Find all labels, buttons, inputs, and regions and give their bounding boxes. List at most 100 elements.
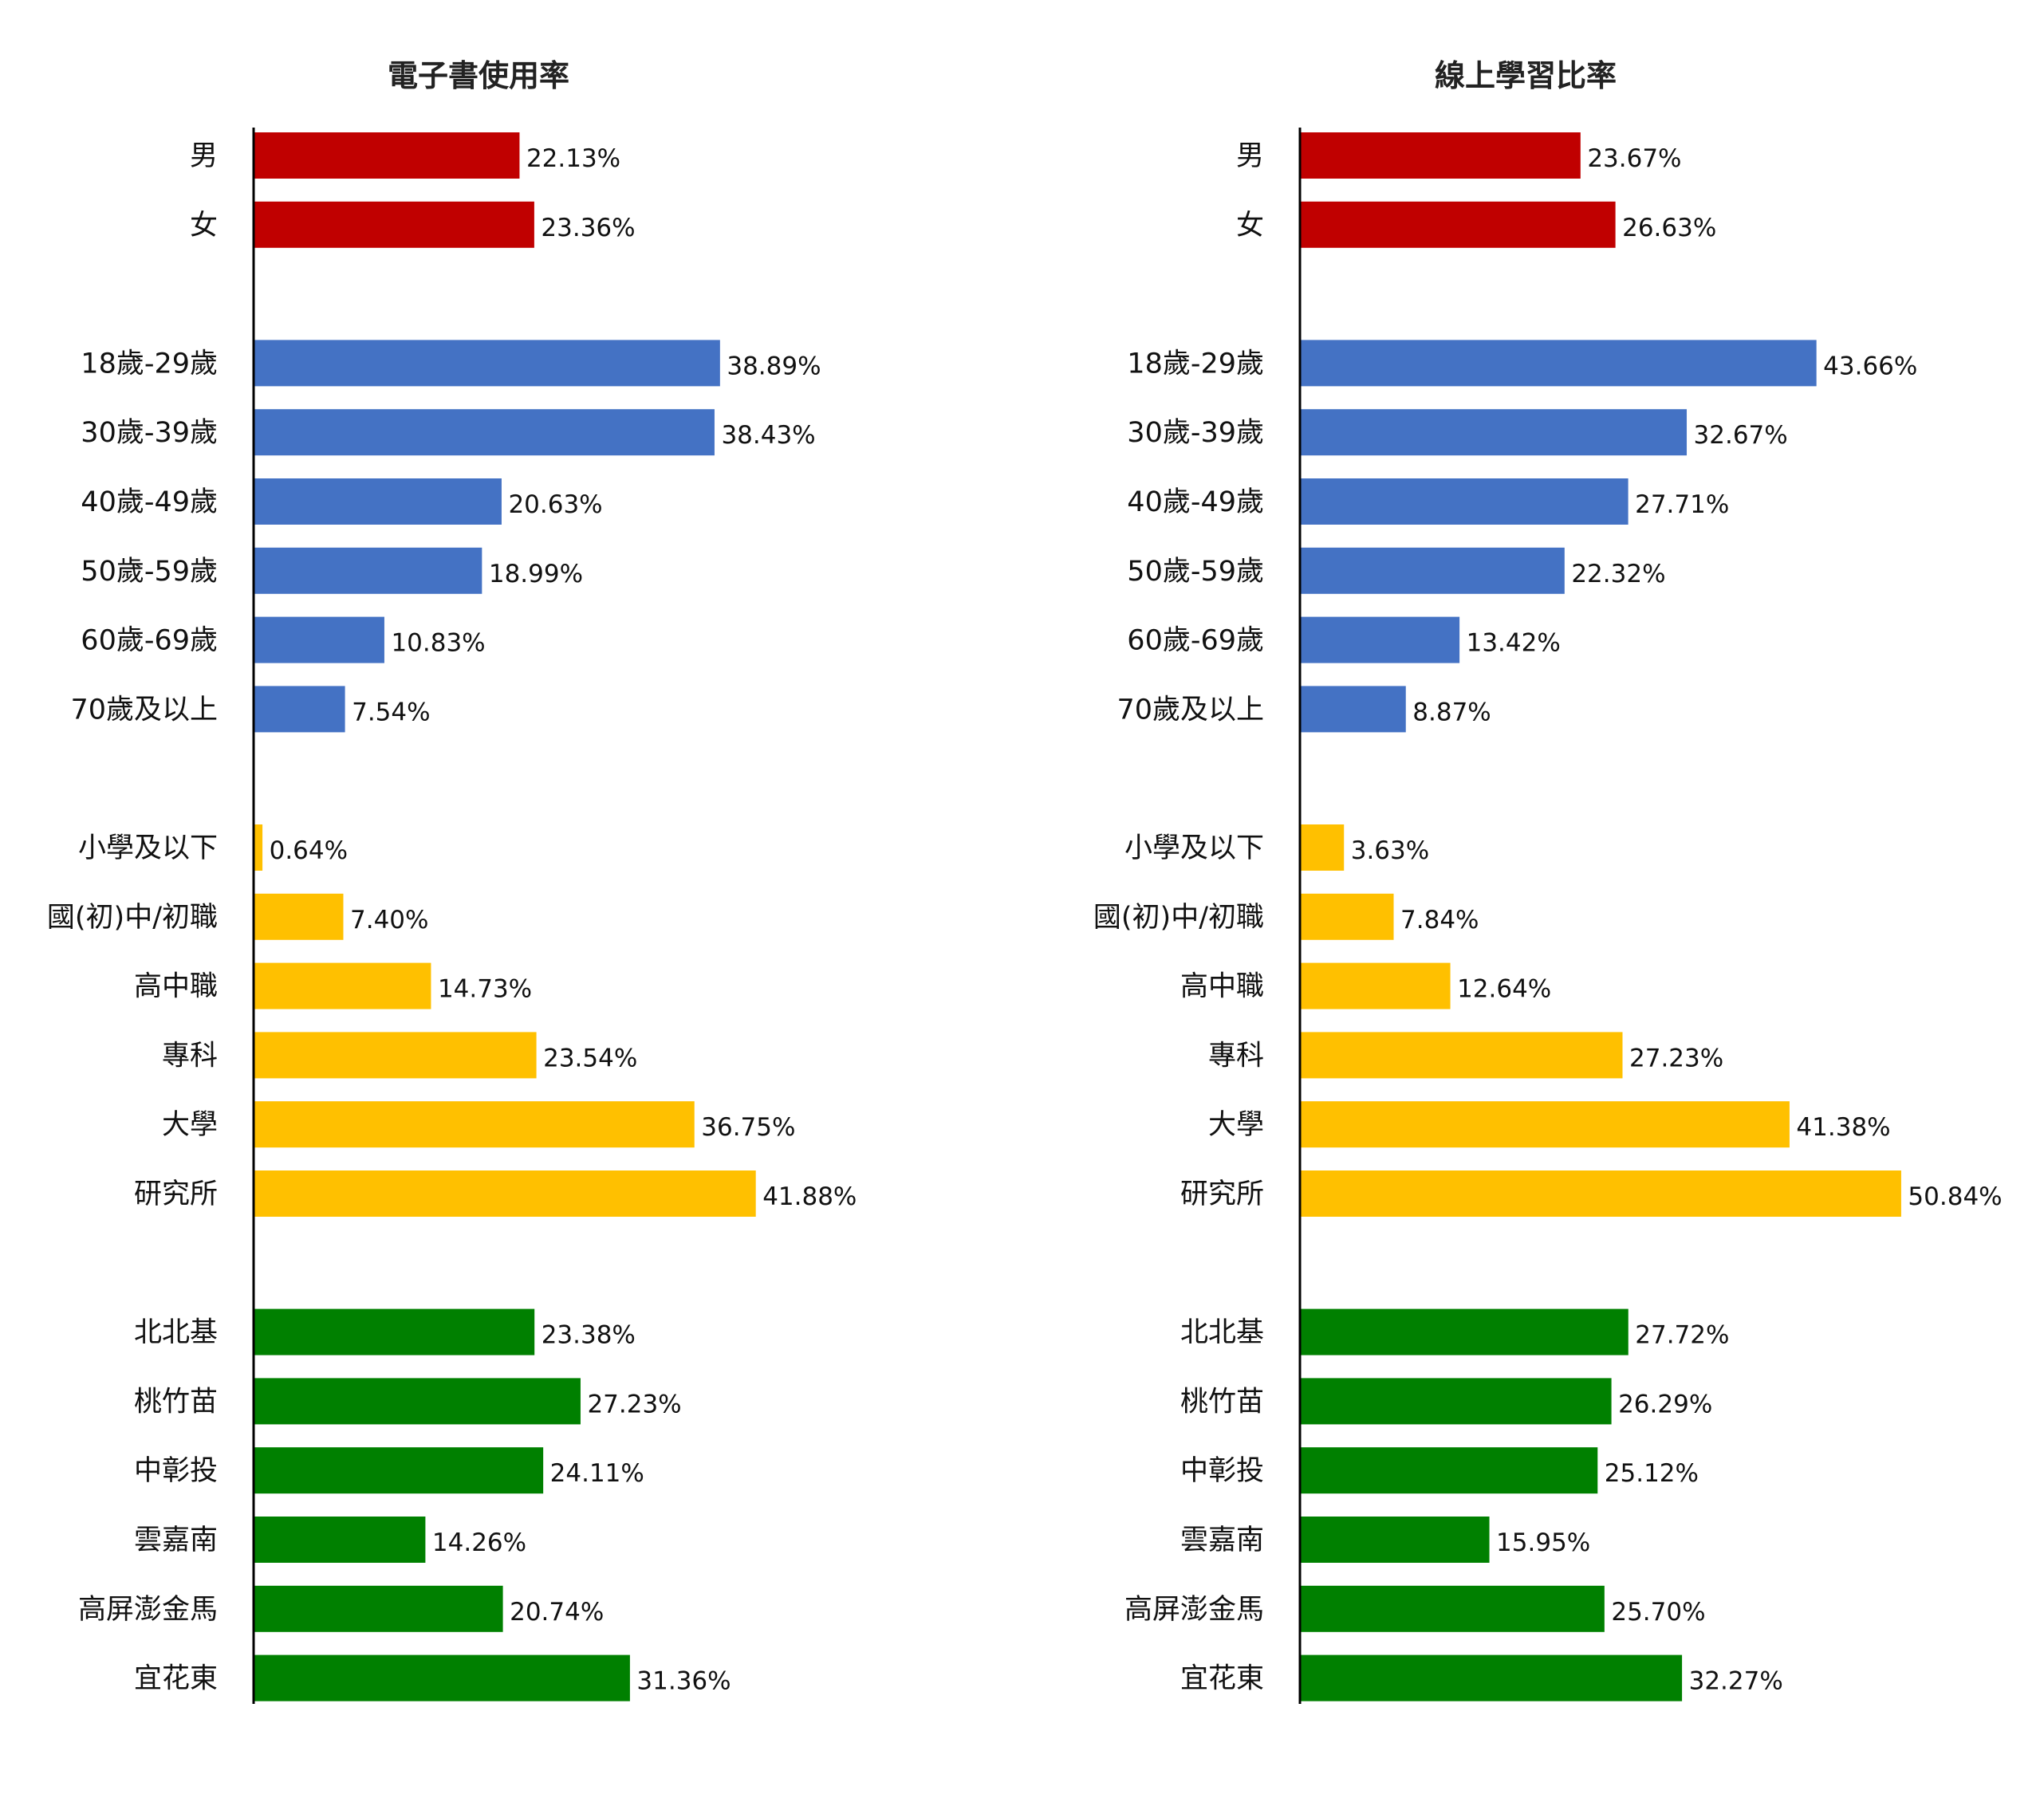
value-label: 23.36%	[541, 214, 635, 242]
category-label: 宜花東	[1180, 1663, 1264, 1695]
category-label: 專科	[162, 1040, 218, 1072]
value-label: 26.29%	[1618, 1390, 1712, 1418]
category-label: 30歲-39歲	[81, 417, 218, 449]
bar	[1301, 1170, 1901, 1217]
value-label: 7.54%	[352, 698, 430, 726]
bar	[1301, 824, 1345, 871]
value-label: 20.63%	[508, 490, 602, 519]
category-label: 中彰投	[134, 1455, 218, 1487]
category-label: 女	[190, 210, 218, 242]
value-label: 41.88%	[762, 1182, 857, 1211]
bar	[1301, 1654, 1683, 1702]
bar	[1301, 340, 1817, 387]
chart-panel-ebook: 電子書使用率 男 22.13% 女 23.36% 18歲-29歲 38.89% 30歲-39…	[47, 58, 857, 1704]
bar	[1301, 409, 1688, 456]
bar	[1301, 616, 1460, 663]
bar	[254, 686, 345, 733]
bar	[254, 132, 520, 179]
category-label: 70歲及以上	[70, 694, 218, 726]
value-label: 0.64%	[270, 836, 348, 865]
bar	[254, 1170, 756, 1217]
bar	[254, 616, 384, 663]
value-label: 14.26%	[432, 1528, 526, 1557]
value-label: 31.36%	[636, 1667, 731, 1696]
category-label: 高中職	[1180, 971, 1264, 1003]
bar	[1301, 1585, 1605, 1632]
value-label: 10.83%	[391, 629, 485, 658]
value-label: 36.75%	[701, 1113, 795, 1142]
category-label: 北北基	[1180, 1317, 1264, 1349]
bar	[1301, 132, 1581, 179]
value-label: 27.23%	[587, 1390, 681, 1418]
value-label: 43.66%	[1823, 352, 1917, 380]
value-label: 50.84%	[1908, 1182, 2002, 1211]
category-label: 18歲-29歲	[1127, 348, 1264, 380]
bar	[254, 340, 720, 387]
category-label: 中彰投	[1180, 1455, 1264, 1487]
value-label: 22.13%	[526, 144, 620, 173]
category-label: 小學及以下	[78, 832, 218, 864]
bar	[254, 478, 502, 525]
value-label: 14.73%	[438, 975, 532, 1004]
value-label: 23.54%	[543, 1044, 637, 1072]
bar	[254, 1585, 503, 1632]
bar	[254, 1308, 535, 1355]
category-label: 國(初)中/初職	[47, 902, 218, 934]
value-label: 25.70%	[1611, 1598, 1705, 1627]
value-label: 20.74%	[510, 1598, 604, 1627]
value-label: 23.67%	[1587, 144, 1681, 173]
bar	[1301, 1517, 1490, 1563]
category-label: 大學	[162, 1109, 218, 1141]
bar	[254, 1101, 695, 1148]
category-label: 研究所	[1180, 1178, 1264, 1210]
bar	[254, 1032, 537, 1079]
bar	[254, 547, 482, 594]
category-label: 國(初)中/初職	[1093, 902, 1264, 934]
value-label: 38.89%	[727, 352, 821, 380]
value-label: 13.42%	[1467, 629, 1561, 658]
category-label: 60歲-69歲	[1127, 625, 1264, 657]
value-label: 26.63%	[1622, 214, 1716, 242]
category-label: 桃竹苗	[134, 1386, 218, 1418]
bar	[254, 1654, 630, 1702]
category-label: 50歲-59歲	[1127, 556, 1264, 588]
category-label: 桃竹苗	[1180, 1386, 1264, 1418]
category-label: 60歲-69歲	[81, 625, 218, 657]
value-label: 27.72%	[1635, 1321, 1729, 1350]
category-label: 研究所	[134, 1178, 218, 1210]
value-label: 38.43%	[721, 421, 815, 450]
category-label: 高中職	[134, 971, 218, 1003]
value-label: 12.64%	[1457, 975, 1551, 1004]
value-label: 22.32%	[1571, 560, 1665, 588]
value-label: 32.67%	[1694, 421, 1788, 450]
category-label: 雲嘉南	[1180, 1525, 1264, 1556]
category-label: 專科	[1208, 1040, 1264, 1072]
bar	[254, 824, 263, 871]
bar	[1301, 1032, 1623, 1079]
value-label: 27.23%	[1629, 1044, 1723, 1072]
bar	[254, 893, 344, 940]
chart-panel-online-learning: 線上學習比率 男 23.67% 女 26.63% 18歲-29歲 43.66% 30歲-39…	[1093, 58, 2003, 1704]
category-label: 40歲-49歲	[1127, 486, 1264, 518]
category-label: 高屏澎金馬	[1124, 1594, 1264, 1626]
value-label: 7.40%	[350, 906, 428, 934]
category-label: 高屏澎金馬	[78, 1594, 218, 1626]
value-label: 15.95%	[1496, 1528, 1590, 1557]
category-label: 70歲及以上	[1117, 694, 1264, 726]
value-label: 32.27%	[1689, 1667, 1783, 1696]
bar	[254, 201, 534, 248]
chart-title: 電子書使用率	[388, 58, 569, 93]
bar	[1301, 1378, 1612, 1425]
value-label: 18.99%	[489, 560, 583, 588]
category-label: 18歲-29歲	[81, 348, 218, 380]
bar	[1301, 478, 1629, 525]
category-label: 雲嘉南	[134, 1525, 218, 1556]
bar	[1301, 1101, 1790, 1148]
category-label: 30歲-39歲	[1127, 417, 1264, 449]
category-label: 男	[1236, 140, 1264, 172]
category-label: 女	[1236, 210, 1264, 242]
bar	[1301, 1308, 1629, 1355]
bar	[1301, 201, 1616, 248]
chart-title: 線上學習比率	[1435, 58, 1617, 93]
